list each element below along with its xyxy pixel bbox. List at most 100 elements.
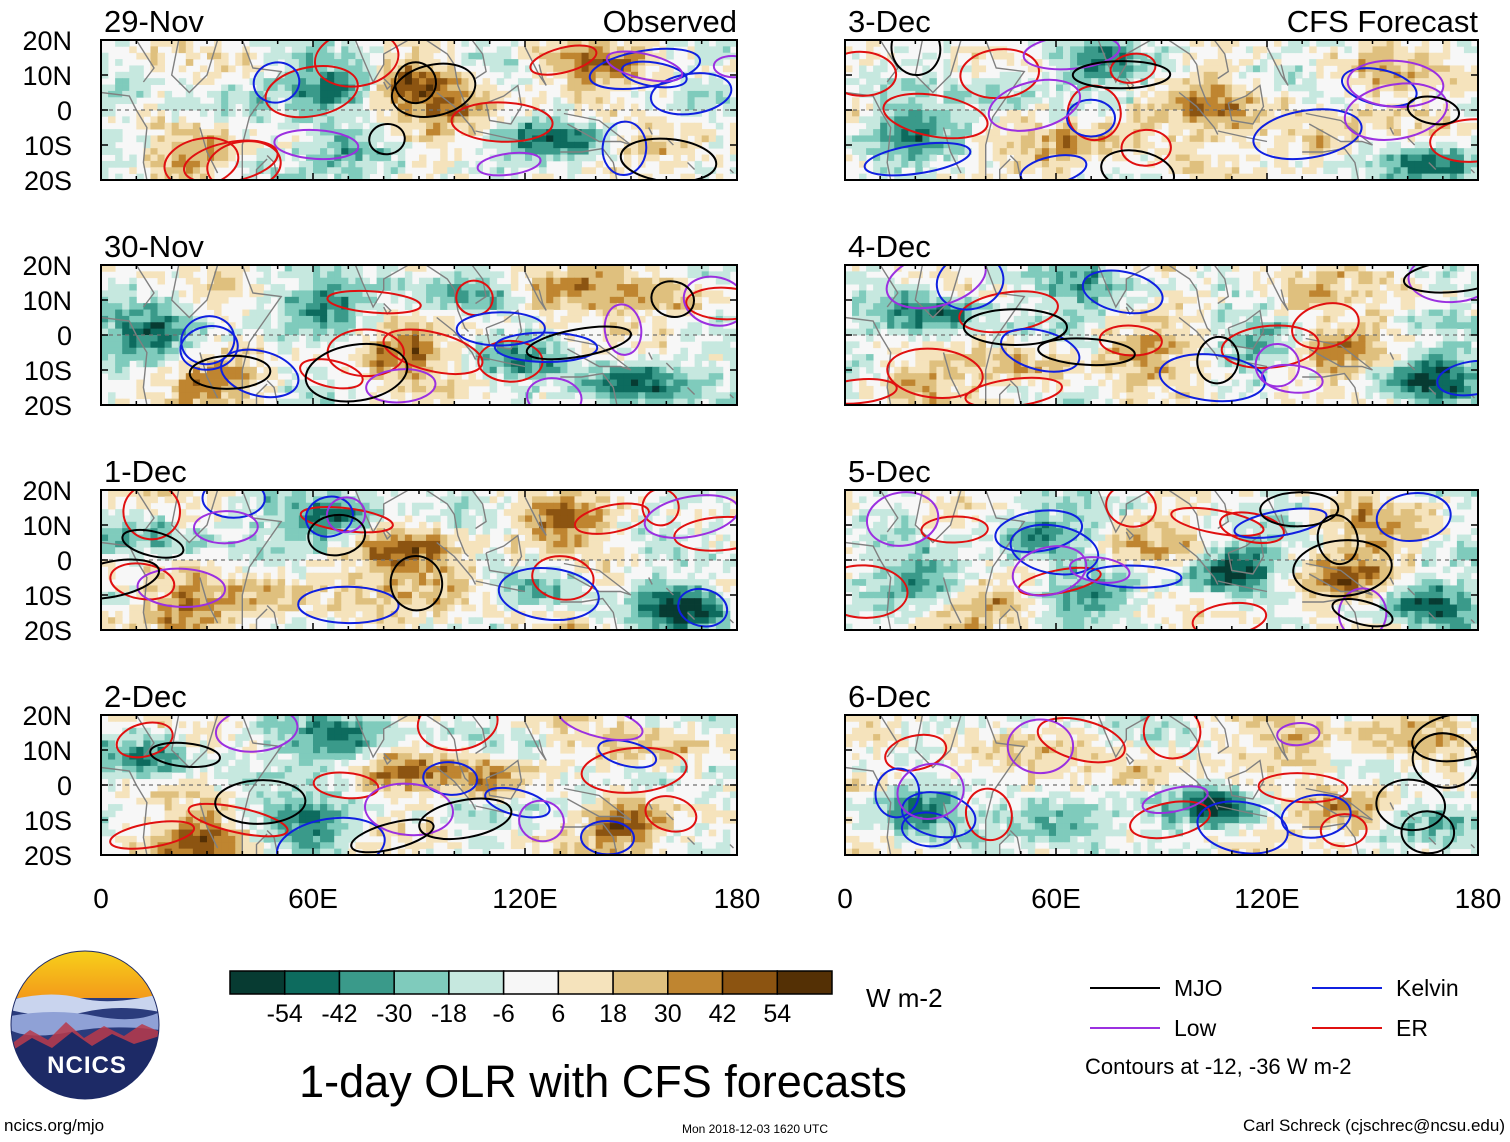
olr-cell	[143, 617, 151, 625]
olr-cell	[645, 579, 653, 586]
olr-cell	[638, 373, 646, 380]
olr-cell	[454, 617, 462, 625]
olr-cell	[588, 129, 597, 136]
olr-cell	[602, 598, 611, 605]
olr-cell	[602, 490, 611, 497]
olr-cell	[355, 579, 363, 586]
olr-cell	[348, 740, 356, 748]
olr-cell	[539, 623, 547, 630]
olr-cell	[362, 734, 370, 741]
olr-cell	[256, 585, 264, 593]
olr-cell	[214, 398, 222, 405]
olr-cell	[426, 46, 434, 54]
olr-cell	[616, 265, 625, 272]
olr-cell	[454, 502, 462, 510]
olr-cell	[362, 566, 370, 574]
olr-cell	[185, 490, 194, 497]
olr-cell	[687, 65, 695, 73]
olr-cell	[298, 392, 307, 400]
olr-cell	[284, 173, 293, 180]
olr-cell	[129, 277, 137, 285]
olr-cell	[532, 579, 540, 586]
olr-cell	[214, 715, 222, 722]
olr-cell	[164, 598, 173, 605]
olr-cell	[164, 303, 173, 310]
olr-cell	[327, 40, 335, 47]
olr-cell	[171, 740, 180, 748]
olr-cell	[652, 335, 660, 342]
olr-cell	[348, 265, 356, 272]
olr-cell	[553, 265, 561, 272]
olr-cell	[426, 591, 434, 599]
olr-cell	[390, 385, 399, 393]
coastline	[135, 265, 155, 308]
olr-cell	[291, 65, 300, 73]
olr-cell	[185, 52, 194, 60]
olr-cell	[192, 173, 201, 180]
olr-cell	[277, 347, 286, 355]
olr-cell	[348, 154, 356, 162]
olr-cell	[539, 740, 547, 748]
olr-cell	[687, 591, 695, 599]
olr-cell	[595, 560, 604, 567]
olr-cell	[546, 604, 554, 612]
olr-cell	[192, 103, 201, 111]
low-contour	[476, 151, 542, 177]
olr-cell	[489, 509, 498, 516]
olr-cell	[623, 46, 632, 54]
olr-cell	[397, 509, 406, 516]
olr-cell	[447, 490, 455, 497]
olr-cell	[560, 315, 568, 323]
olr-cell	[715, 379, 724, 387]
olr-cell	[623, 328, 632, 336]
olr-cell	[136, 734, 144, 741]
olr-cell	[284, 71, 293, 79]
olr-cell	[553, 515, 561, 523]
olr-cell	[249, 746, 257, 754]
olr-cell	[313, 290, 321, 298]
olr-cell	[411, 160, 420, 168]
olr-cell	[687, 617, 695, 625]
olr-cell	[108, 360, 116, 368]
olr-cell	[440, 303, 448, 310]
olr-cell	[426, 502, 434, 510]
olr-cell	[390, 341, 399, 349]
olr-cell	[588, 59, 597, 66]
olr-cell	[284, 290, 293, 298]
olr-cell	[150, 173, 158, 180]
olr-cell	[411, 579, 420, 586]
olr-cell	[433, 290, 441, 298]
olr-cell	[694, 360, 703, 368]
olr-cell	[404, 727, 413, 735]
olr-cell	[136, 309, 144, 317]
olr-cell	[525, 496, 533, 504]
olr-cell	[666, 490, 674, 497]
olr-cell	[468, 502, 476, 510]
olr-cell	[638, 623, 646, 630]
olr-cell	[411, 502, 420, 510]
olr-cell	[115, 528, 123, 535]
olr-cell	[468, 721, 476, 729]
olr-cell	[369, 296, 377, 304]
olr-cell	[433, 303, 441, 310]
olr-cell	[348, 354, 356, 361]
olr-cell	[553, 103, 561, 111]
olr-cell	[673, 502, 681, 510]
olr-cell	[525, 110, 533, 117]
olr-cell	[461, 604, 469, 612]
olr-cell	[284, 496, 293, 504]
olr-cell	[291, 71, 300, 79]
olr-cell	[496, 154, 505, 162]
olr-cell	[560, 290, 568, 298]
olr-cell	[553, 509, 561, 516]
olr-cell	[440, 572, 448, 580]
olr-cell	[369, 122, 377, 130]
olr-cell	[609, 65, 618, 73]
olr-cell	[108, 296, 116, 304]
coastline	[648, 352, 653, 360]
olr-cell	[454, 97, 462, 105]
olr-cell	[376, 610, 385, 618]
olr-cell	[242, 610, 250, 618]
coastline	[199, 577, 219, 624]
olr-cell	[390, 97, 399, 105]
